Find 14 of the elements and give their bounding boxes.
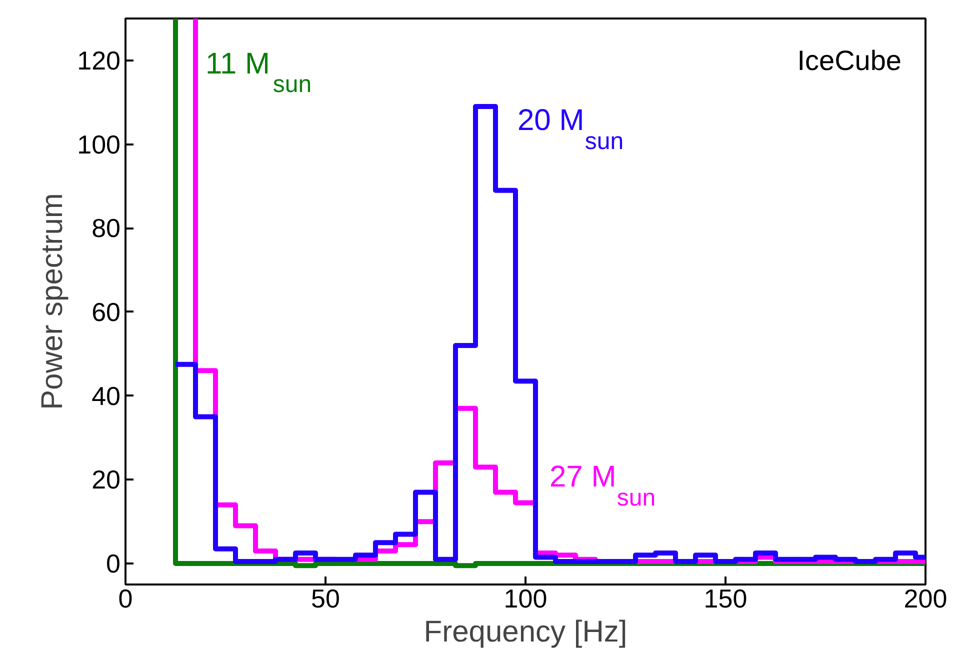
y-tick-label: 0 — [106, 548, 121, 579]
x-tick-label: 200 — [904, 584, 948, 614]
y-tick-label: 20 — [92, 464, 120, 495]
y-axis-title: Power spectrum — [36, 193, 70, 410]
x-axis-title: Frequency [Hz] — [424, 616, 628, 648]
x-tick-label: 150 — [704, 584, 748, 614]
y-tick-label: 80 — [92, 213, 120, 244]
x-tick-label: 100 — [504, 584, 548, 614]
annotation: IceCube — [797, 44, 902, 76]
y-tick-label: 60 — [92, 296, 120, 327]
x-tick-label: 50 — [311, 584, 340, 614]
y-tick-label: 100 — [77, 129, 121, 160]
y-tick-label: 120 — [77, 45, 121, 76]
y-tick-label: 40 — [92, 380, 120, 411]
